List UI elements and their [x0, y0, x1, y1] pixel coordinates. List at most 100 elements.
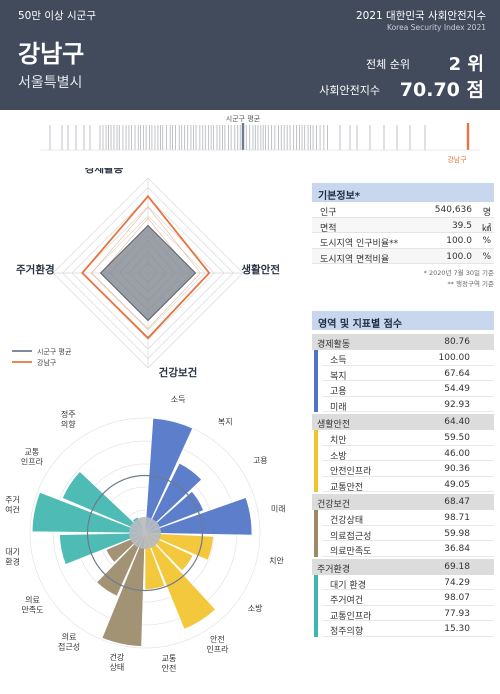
basic-info-row: 도시지역 면적비율 100.0%	[312, 248, 494, 265]
polar-category-label: 소방	[248, 603, 263, 613]
score-item-name: 건강상태	[330, 516, 364, 526]
polar-bar	[59, 532, 146, 565]
score-item-value: 92.93	[444, 399, 470, 410]
score-item-name: 치안	[330, 436, 347, 446]
region-name: 서울특별시	[18, 75, 83, 91]
score-category-color-bar	[314, 574, 318, 637]
strip-avg-label: 시군구 평균	[226, 114, 261, 123]
score-category-value: 69.18	[444, 561, 470, 572]
score-item-name: 소득	[330, 356, 347, 366]
basic-info-unit: 명	[482, 208, 491, 218]
polar-category-label: 고용	[253, 456, 268, 465]
score-category-row: 생활안전 64.40	[312, 414, 494, 430]
score-item-row: 교통안전 49.05	[322, 477, 494, 493]
score-item-name: 안전인프라	[330, 467, 372, 477]
polar-category-label: 복지	[218, 417, 233, 426]
basic-info-note-1: * 2020년 7월 30일 기준	[423, 269, 494, 277]
score-item-row: 소방 46.00	[322, 446, 494, 462]
score-item-row: 치안 59.50	[322, 430, 494, 446]
score-item-name: 교통안전	[330, 482, 364, 493]
score-item-name: 대기 환경	[330, 580, 366, 591]
score-category-color-bar	[314, 350, 318, 412]
score-item-value: 59.98	[444, 528, 470, 539]
score-item-name: 주거여건	[330, 596, 364, 606]
score-category-value: 80.76	[444, 337, 470, 347]
score-item-row: 의료만족도 36.84	[322, 541, 494, 557]
basic-info-value: 39.5	[451, 220, 472, 231]
score-item-name: 의료만족도	[330, 547, 372, 557]
polar-bar	[144, 462, 203, 534]
header-banner: 50만 이상 시군구 2021 대한민국 사회안전지수 Korea Securi…	[0, 0, 500, 110]
polar-category-label: 대기 환경	[5, 548, 20, 567]
score-item-value: 46.00	[444, 448, 470, 459]
basic-info-label: 인구	[320, 208, 337, 218]
score-item-value: 49.05	[444, 479, 470, 490]
score-item-row: 주거여건 98.07	[322, 590, 494, 606]
polar-category-label: 미래	[271, 505, 286, 514]
score-category-name: 건강보건	[317, 500, 351, 510]
polar-average-ring	[86, 474, 204, 592]
polar-category-label: 의료 접근성	[58, 632, 80, 652]
edition-title-en: Korea Security Index 2021	[387, 23, 486, 32]
score-item-value: 77.93	[444, 608, 470, 619]
score-category-name: 주거환경	[317, 564, 351, 575]
score-item-value: 36.84	[444, 544, 470, 554]
score-item-value: 59.50	[444, 433, 470, 443]
score-item-value: 90.36	[444, 464, 470, 474]
score-item-value: 98.71	[444, 513, 470, 523]
polar-category-label: 교통 안전	[162, 654, 177, 673]
score-item-name: 소방	[330, 451, 347, 462]
radar-legend-label: 시군구 평균	[37, 347, 72, 356]
score-item-row: 의료접근성 59.98	[322, 526, 494, 542]
score-item-row: 안전인프라 90.36	[322, 461, 494, 477]
scores-title: 영역 및 지표별 점수	[312, 311, 494, 330]
basic-info-value: 540,636	[434, 205, 472, 215]
score-item-row: 복지 67.64	[322, 366, 494, 382]
rank-label: 전체 순위	[366, 58, 410, 71]
polar-category-label: 의료 만족도	[21, 595, 43, 615]
score-category-color-bar	[314, 430, 318, 492]
polar-bar	[62, 471, 146, 534]
strip-self-label: 강남구	[447, 155, 467, 164]
basic-info-label: 면적	[320, 223, 337, 234]
score-category-color-bar	[314, 510, 318, 557]
score-item-row: 건강상태 98.71	[322, 510, 494, 526]
polar-grid-ring	[29, 417, 261, 649]
score-item-value: 100.00	[438, 353, 471, 363]
district-name: 강남구	[18, 40, 85, 68]
polar-category-label: 정주 의향	[61, 409, 76, 429]
polar-bar	[144, 497, 253, 536]
polar-category-label: 교통 인프라	[21, 447, 44, 466]
radar-axis-label: 주거환경	[16, 263, 55, 276]
score-item-name: 미래	[330, 402, 347, 413]
score-category-value: 64.40	[444, 417, 470, 427]
scores-table: 영역 및 지표별 점수 경제활동 80.76 소득 100.00 복지 67.64 고용 54…	[312, 311, 494, 639]
score-category-row: 경제활동 80.76	[312, 334, 494, 350]
basic-info-table: 기본정보* 인구 540,636 명 면적 39.5 ㎢ 도시지역 인구비율** 100.0%…	[312, 183, 494, 288]
basic-info-unit: ㎢	[481, 223, 491, 234]
score-item-name: 복지	[330, 371, 347, 382]
score-item-value: 54.49	[444, 384, 470, 394]
score-item-row: 미래 92.93	[322, 397, 494, 413]
polar-bar	[144, 532, 214, 561]
polar-bar	[144, 491, 204, 534]
score-item-value: 67.64	[444, 368, 470, 379]
polar-bar	[96, 532, 146, 597]
score-category-name: 경제활동	[317, 340, 351, 350]
index-label: 사회안전지수	[319, 84, 380, 97]
score-category-name: 생활안전	[317, 420, 351, 430]
radar-self-ring	[91, 206, 201, 330]
score-item-name: 의료접근성	[330, 531, 372, 542]
polar-bar	[144, 532, 216, 630]
basic-info-row: 도시지역 인구비율** 100.0%	[312, 233, 494, 249]
score-category-value: 68.47	[444, 497, 470, 507]
score-category-row: 건강보건 68.47	[312, 494, 494, 510]
polar-bar	[31, 491, 146, 534]
score-item-name: 정주의향	[330, 627, 364, 637]
polar-category-label: 안전 인프라	[206, 634, 229, 654]
edition-title: 2021 대한민국 사회안전지수	[356, 10, 486, 22]
polar-category-label: 소득	[171, 395, 186, 404]
score-item-row: 정주의향 15.30	[322, 621, 494, 637]
